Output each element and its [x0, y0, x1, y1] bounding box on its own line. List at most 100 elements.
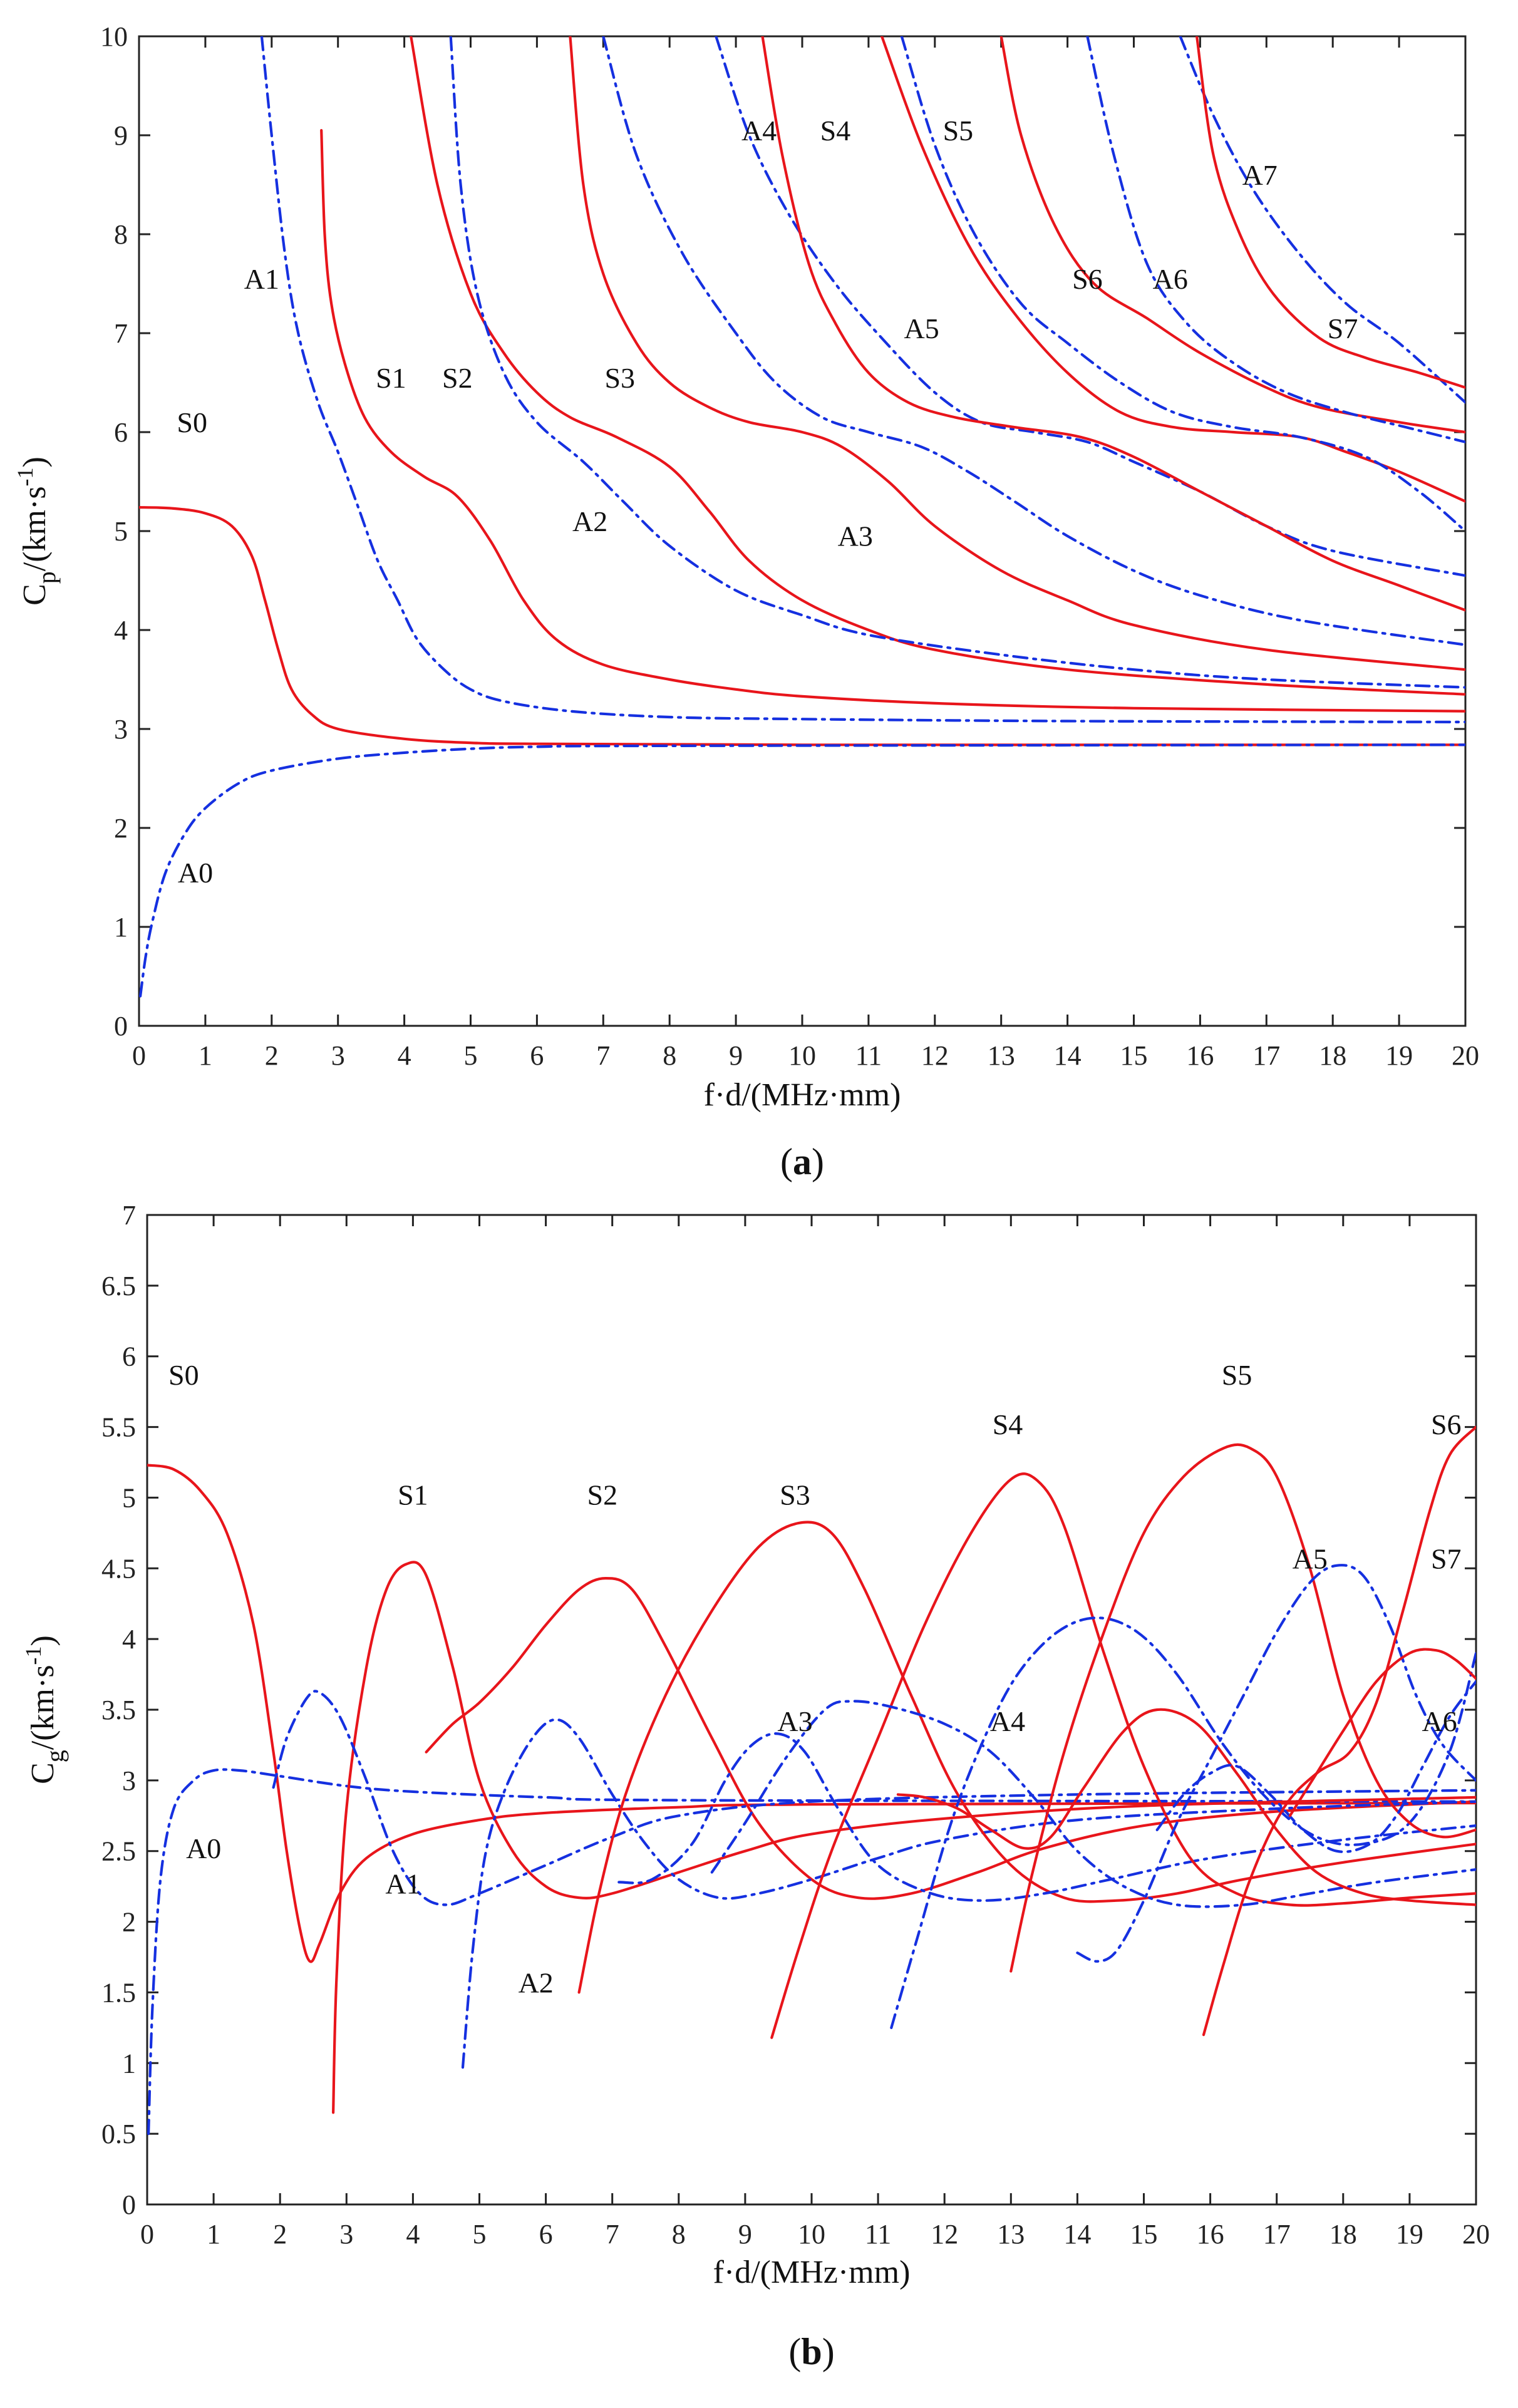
y-tick-label: 0 [114, 1011, 128, 1041]
mode-label-s3: S3 [604, 362, 635, 394]
x-tick-label: 20 [1462, 2219, 1490, 2250]
x-tick-label: 3 [339, 2219, 353, 2250]
y-tick-label: 3.5 [101, 1695, 136, 1725]
mode-label-s4: S4 [993, 1408, 1023, 1440]
x-tick-label: 11 [855, 1040, 882, 1071]
series-a-a2 [449, 36, 1465, 689]
y-tick-label: 3 [114, 714, 128, 745]
x-tick-label: 12 [921, 1040, 949, 1071]
series-a-a5 [900, 36, 1465, 533]
mode-label-a0: A0 [186, 1832, 221, 1864]
y-tick-label: 5.5 [101, 1412, 136, 1443]
y-tick-label: 7 [122, 1200, 136, 1231]
x-axis-label: f·d/(MHz·mm) [713, 2255, 911, 2290]
mode-label-s1: S1 [376, 362, 406, 394]
y-axis-label-sub: g [41, 1750, 69, 1762]
mode-label-s2: S2 [587, 1479, 617, 1511]
y-tick-label: 6.5 [101, 1271, 136, 1301]
mode-label-s0: S0 [168, 1359, 199, 1391]
series-a-s7 [1195, 36, 1465, 389]
series-group [147, 1425, 1476, 2136]
y-tick-label: 1.5 [101, 1977, 136, 2008]
mode-label-s2: S2 [442, 362, 473, 394]
y-axis-label-units: /(km·s [17, 486, 53, 571]
x-tick-label: 5 [473, 2219, 487, 2250]
series-b-a4 [710, 1700, 1476, 1908]
series-b-s1 [332, 1561, 1476, 2114]
series-a-a0 [139, 743, 1465, 998]
x-tick-label: 15 [1120, 1040, 1148, 1071]
mode-label-s5: S5 [1222, 1359, 1252, 1391]
mode-label-s7: S7 [1431, 1542, 1462, 1574]
x-tick-label: 12 [931, 2219, 958, 2250]
x-tick-label: 15 [1130, 2219, 1158, 2250]
series-b-a5 [1076, 1564, 1476, 1963]
x-tick-label: 13 [997, 2219, 1025, 2250]
x-tick-label: 18 [1319, 1040, 1346, 1071]
y-axis-label-sub: p [33, 571, 61, 584]
x-tick-label: 14 [1063, 2219, 1091, 2250]
x-tick-label: 17 [1252, 1040, 1280, 1071]
series-b-s5b [1009, 1443, 1476, 1973]
panel-caption-part: ) [822, 2331, 835, 2372]
x-tick-label: 5 [464, 1040, 478, 1071]
y-axis-label-close: ) [17, 457, 53, 467]
y-tick-label: 0 [122, 2189, 136, 2220]
x-tick-label: 7 [606, 2219, 619, 2250]
mode-label-a3: A3 [838, 520, 873, 552]
x-tick-label: 6 [539, 2219, 553, 2250]
y-tick-label: 1 [114, 912, 128, 943]
x-tick-label: 13 [988, 1040, 1015, 1071]
series-a-a3 [602, 36, 1465, 646]
x-tick-label: 16 [1186, 1040, 1214, 1071]
series-b-a2 [461, 1718, 1476, 2069]
x-tick-label: 17 [1263, 2219, 1291, 2250]
x-tick-label: 6 [530, 1040, 544, 1071]
series-b-a6 [1155, 1680, 1476, 1853]
y-tick-label: 2.5 [101, 1836, 136, 1867]
panel-caption: (b) [788, 2331, 834, 2372]
x-tick-label: 1 [207, 2219, 220, 2250]
panel-caption-part: b [801, 2331, 822, 2372]
x-tick-label: 8 [663, 1040, 676, 1071]
y-tick-label: 7 [114, 318, 128, 349]
mode-label-s3: S3 [780, 1479, 810, 1511]
y-tick-label: 4 [122, 1624, 136, 1655]
mode-label-a3: A3 [777, 1705, 812, 1737]
x-tick-label: 4 [398, 1040, 411, 1071]
mode-label-a4: A4 [741, 115, 777, 147]
x-tick-label: 18 [1330, 2219, 1357, 2250]
series-a-a6 [1086, 36, 1465, 443]
series-b-s0 [147, 1464, 1476, 1963]
x-tick-label: 10 [788, 1040, 816, 1071]
y-tick-label: 6 [114, 417, 128, 448]
x-tick-label: 1 [199, 1040, 212, 1071]
panel-caption-part: ( [780, 1141, 793, 1182]
mode-label-s6: S6 [1072, 263, 1103, 295]
x-tick-label: 9 [738, 2219, 752, 2250]
y-tick-label: 4 [114, 615, 128, 646]
panel-caption-part: ) [812, 1141, 824, 1182]
x-tick-label: 16 [1197, 2219, 1224, 2250]
y-tick-label: 1 [122, 2048, 136, 2079]
y-tick-label: 4.5 [101, 1553, 136, 1584]
panel-caption-part: ( [788, 2331, 801, 2372]
y-axis-label-exp: -1 [21, 1646, 46, 1665]
x-tick-label: 0 [132, 1040, 146, 1071]
mode-label-a7: A7 [1242, 159, 1278, 191]
mode-label-a0: A0 [178, 857, 213, 889]
x-tick-label: 9 [729, 1040, 743, 1071]
x-axis-label: f·d/(MHz·mm) [704, 1077, 901, 1113]
series-b-a0 [147, 1768, 1476, 2136]
y-axis-label: Cp/(km·s-1) [13, 457, 61, 606]
series-a-a7 [1179, 36, 1465, 404]
x-tick-label: 19 [1385, 1040, 1413, 1071]
mode-label-s5: S5 [943, 115, 974, 147]
series-b-s2 [425, 1577, 1476, 1900]
x-tick-label: 7 [596, 1040, 610, 1071]
mode-label-s4: S4 [820, 115, 851, 147]
series-b-s5 [896, 1708, 1476, 1906]
x-tick-label: 2 [265, 1040, 279, 1071]
y-axis-label-exp: -1 [13, 467, 38, 486]
